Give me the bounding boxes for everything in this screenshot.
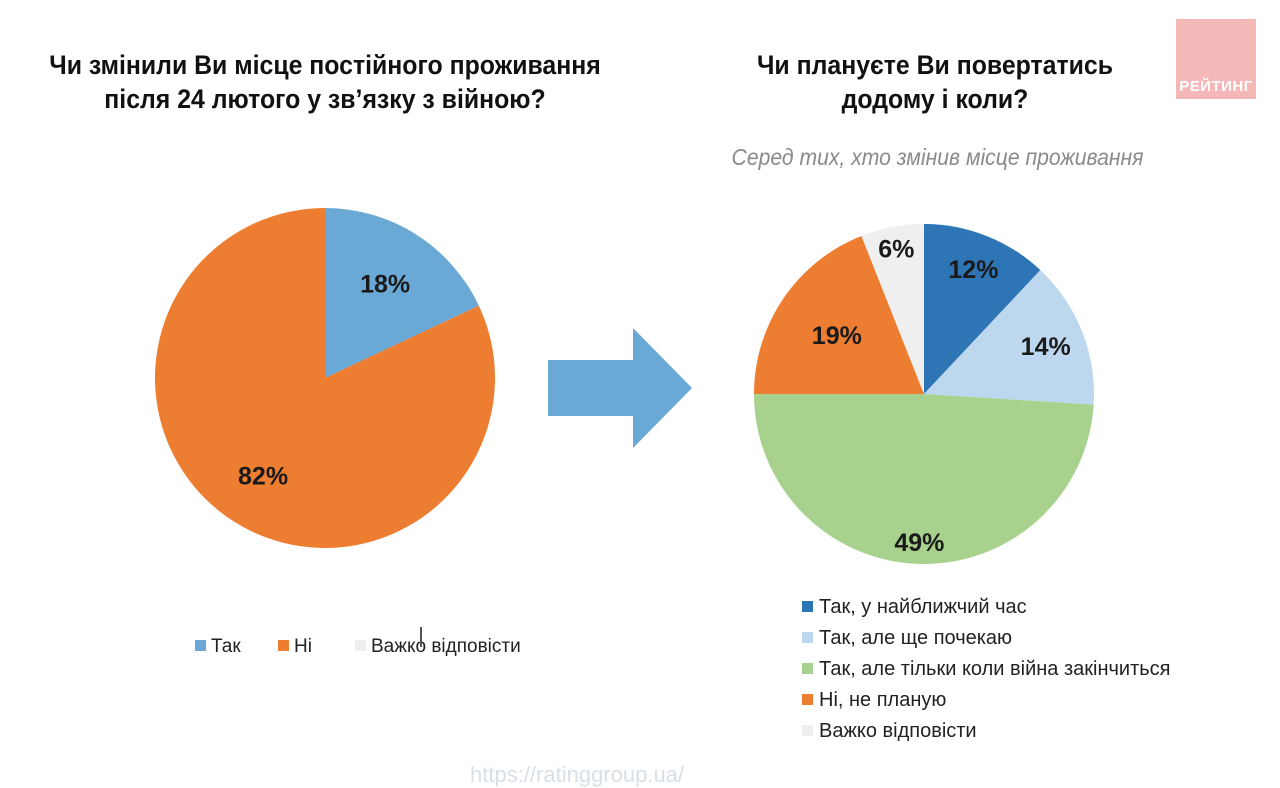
pie-data-label: 12% <box>948 256 998 284</box>
legend-item-wait: Так, але ще почекаю <box>802 626 1171 657</box>
legend-item-ni: Ні <box>278 636 312 658</box>
legend-label: Так, але ще почекаю <box>819 627 1013 649</box>
pie-slice-4 <box>861 224 924 394</box>
legend-label: Важко відповісти <box>371 636 521 657</box>
right-title-line-2: додому і коли? <box>841 84 1029 114</box>
pie-slice-3 <box>754 235 924 394</box>
pie-slice-0 <box>924 224 1041 394</box>
pie-data-label: 18% <box>360 270 410 298</box>
legend-item-hard-to-say: Важко відповісти <box>355 636 521 658</box>
right-chart-title: Чи плануєте Ви повертатись додому і коли… <box>719 48 1151 116</box>
legend-swatch <box>278 640 289 651</box>
pie-slice-1 <box>924 270 1094 405</box>
legend-swatch <box>802 694 813 705</box>
pie-slice-1 <box>154 208 495 548</box>
pie-data-label: 19% <box>812 322 862 350</box>
pie-slice-2 <box>754 394 1094 565</box>
legend-label: Так, але тільки коли війна закінчиться <box>819 658 1171 680</box>
legend-label: Так <box>211 636 241 657</box>
rating-logo: РЕЙТИНГ <box>1176 19 1256 99</box>
right-chart-subtitle: Серед тих, хто змінив місце проживання <box>731 144 1144 170</box>
legend-label: Важко відповісти <box>819 720 977 742</box>
text-cursor <box>420 627 422 647</box>
left-chart-title: Чи змінили Ви місце постійного проживанн… <box>44 48 605 116</box>
legend-item-hard-to-say: Важко відповісти <box>802 719 1171 750</box>
legend-swatch <box>802 725 813 736</box>
right-arrow-icon <box>548 328 692 448</box>
pie-data-label: 14% <box>1021 333 1071 361</box>
legend-label: Ні, не планую <box>819 689 947 711</box>
logo-text: РЕЙТИНГ <box>1179 78 1253 95</box>
legend-swatch <box>802 601 813 612</box>
legend-item-no-plan: Ні, не планую <box>802 688 1171 719</box>
footer-url[interactable]: https://ratinggroup.ua/ <box>470 762 685 787</box>
legend-item-tak: Так <box>195 636 241 658</box>
right-legend: Так, у найближчий час Так, але ще почека… <box>802 595 1171 750</box>
legend-swatch <box>802 663 813 674</box>
left-title-line-2: після 24 лютого у зв’язку з війною? <box>104 84 546 114</box>
left-pie-chart: 18% 82% <box>154 208 495 548</box>
legend-swatch <box>802 632 813 643</box>
pie-data-label: 6% <box>878 236 914 264</box>
legend-label: Ні <box>294 636 312 657</box>
left-title-line-1: Чи змінили Ви місце постійного проживанн… <box>49 50 601 80</box>
legend-item-soon: Так, у найближчий час <box>802 595 1171 626</box>
pie-slice-0 <box>325 208 479 378</box>
legend-label: Так, у найближчий час <box>819 596 1027 618</box>
pie-data-label: 82% <box>238 463 288 491</box>
legend-item-after-war: Так, але тільки коли війна закінчиться <box>802 657 1171 688</box>
right-title-line-1: Чи плануєте Ви повертатись <box>756 50 1114 80</box>
legend-swatch <box>355 640 366 651</box>
legend-swatch <box>195 640 206 651</box>
pie-data-label: 49% <box>894 529 944 557</box>
right-pie-chart: 12% 14% 49% 19% 6% <box>754 224 1094 565</box>
